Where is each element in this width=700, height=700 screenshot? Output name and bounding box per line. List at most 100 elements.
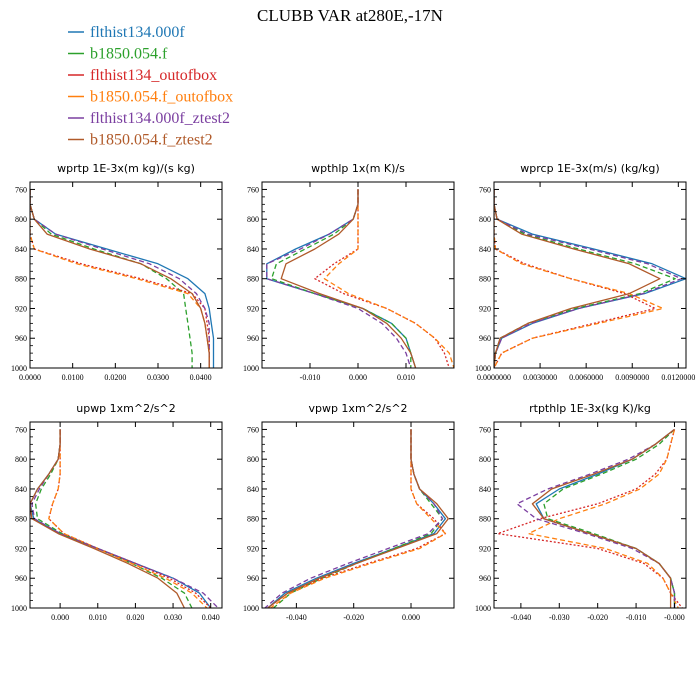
series-line-2 xyxy=(494,189,676,368)
panel-wprtp: wprtp 1E-3x(m kg)/(s kg) 760 800 840 880 920 9… xyxy=(11,162,223,382)
x-tick-label: -0.040 xyxy=(286,613,307,622)
series-line-5 xyxy=(494,189,683,368)
y-tick-label: 960 xyxy=(15,574,27,583)
y-tick-label: 920 xyxy=(479,304,491,313)
series-group xyxy=(494,189,686,368)
y-tick-label: 800 xyxy=(479,215,491,224)
y-tick-label: 760 xyxy=(15,425,27,434)
plot-frame xyxy=(261,421,455,609)
panel-wpthlp: wpthlp 1x(m K)/s 760 800 840 880 920 960 1000 -0… xyxy=(243,162,455,382)
y-tick-label: 1000 xyxy=(11,604,27,613)
series-group xyxy=(264,429,449,608)
legend-entry: b1850.054.f_outofbox xyxy=(68,89,233,106)
legend-entry: b1850.054.f xyxy=(68,46,168,63)
panel-title: wprcp 1E-3x(m/s) (kg/kg) xyxy=(520,162,659,175)
series-line-4 xyxy=(494,189,664,368)
y-tick-label: 920 xyxy=(247,304,259,313)
y-tick-label: 960 xyxy=(479,334,491,343)
y-tick-label: 1000 xyxy=(475,604,491,613)
x-tick-label: 0.0090000 xyxy=(615,373,649,382)
x-tick-label: -0.010 xyxy=(626,613,647,622)
series-line-6 xyxy=(267,429,449,608)
x-tick-label: 0.010 xyxy=(397,373,415,382)
series-line-3 xyxy=(314,189,450,368)
x-tick-label: 0.0030000 xyxy=(523,373,557,382)
series-line-3 xyxy=(30,189,210,368)
y-tick-label: 840 xyxy=(15,245,27,254)
y-tick-label: 920 xyxy=(15,304,27,313)
series-group xyxy=(30,189,215,368)
series-line-2 xyxy=(273,429,444,608)
y-tick-label: 960 xyxy=(479,574,491,583)
x-tick-label: 0.000 xyxy=(51,613,69,622)
series-group xyxy=(266,189,454,368)
series-line-1 xyxy=(267,429,447,608)
panel-vpwp: vpwp 1xm^2/s^2 760 800 840 880 920 960 1000 -0.0… xyxy=(243,402,455,622)
series-line-6 xyxy=(30,429,185,608)
series-line-2 xyxy=(270,189,412,368)
y-tick-label: 840 xyxy=(479,485,491,494)
series-line-3 xyxy=(267,429,447,608)
legend-label: flthist134_outofbox xyxy=(90,67,217,84)
x-tick-label: 0.0100 xyxy=(62,373,84,382)
panels: wprtp 1E-3x(m kg)/(s kg) 760 800 840 880 920 9… xyxy=(11,162,695,622)
legend-label: b1850.054.f_outofbox xyxy=(90,89,233,106)
y-tick-label: 800 xyxy=(15,455,27,464)
y-tick-label: 840 xyxy=(247,245,259,254)
x-tick-label: 0.0300 xyxy=(147,373,169,382)
x-tick-label: 0.030 xyxy=(164,613,182,622)
series-line-4 xyxy=(270,429,447,608)
panel-rtpthlp: rtpthlp 1E-3x(kg K)/kg 760 800 840 880 920 960… xyxy=(475,402,687,622)
y-tick-label: 880 xyxy=(15,275,27,284)
plot-frame xyxy=(493,181,687,369)
x-tick-label: -0.010 xyxy=(300,373,321,382)
x-tick-label: 0.0400 xyxy=(190,373,212,382)
series-line-4 xyxy=(48,429,208,608)
series-group xyxy=(30,429,219,608)
y-tick-label: 800 xyxy=(479,455,491,464)
series-line-2 xyxy=(543,428,676,608)
legend: flthist134.000f b1850.054.f flthist134_out… xyxy=(68,24,233,149)
y-tick-label: 760 xyxy=(479,185,491,194)
y-tick-label: 760 xyxy=(247,185,259,194)
y-tick-label: 840 xyxy=(479,245,491,254)
legend-entry: b1850.054.f_ztest2 xyxy=(68,132,213,149)
y-tick-label: 760 xyxy=(479,425,491,434)
series-line-6 xyxy=(30,189,210,368)
series-line-6 xyxy=(494,189,661,368)
legend-entry: flthist134.000f_ztest2 xyxy=(68,110,230,127)
y-tick-label: 920 xyxy=(479,544,491,553)
y-tick-label: 840 xyxy=(247,485,259,494)
y-tick-label: 760 xyxy=(15,185,27,194)
y-tick-label: 880 xyxy=(479,515,491,524)
x-tick-label: 0.0000 xyxy=(19,373,41,382)
plot-frame xyxy=(493,421,687,609)
x-tick-label: -0.020 xyxy=(343,613,364,622)
x-tick-label: 0.0060000 xyxy=(569,373,603,382)
legend-label: b1850.054.f_ztest2 xyxy=(90,132,213,149)
series-line-5 xyxy=(516,428,676,608)
panel-title: upwp 1xm^2/s^2 xyxy=(76,402,176,415)
series-line-5 xyxy=(264,429,444,608)
y-tick-label: 800 xyxy=(247,215,259,224)
x-tick-label: 0.000 xyxy=(349,373,367,382)
x-tick-label: 0.0200 xyxy=(104,373,126,382)
legend-entry: flthist134_outofbox xyxy=(68,67,217,84)
x-tick-label: 0.020 xyxy=(126,613,144,622)
series-line-4 xyxy=(30,189,210,368)
y-tick-label: 880 xyxy=(247,275,259,284)
y-tick-label: 1000 xyxy=(243,604,259,613)
x-tick-label: -0.000 xyxy=(664,613,685,622)
x-tick-label: -0.030 xyxy=(549,613,570,622)
x-tick-label: -0.020 xyxy=(587,613,608,622)
plot-frame xyxy=(29,181,223,369)
panel-wprcp: wprcp 1E-3x(m/s) (kg/kg) 760 800 840 880 920 9… xyxy=(475,162,695,382)
y-tick-label: 960 xyxy=(15,334,27,343)
y-tick-label: 960 xyxy=(247,334,259,343)
y-tick-label: 920 xyxy=(247,544,259,553)
legend-label: flthist134.000f_ztest2 xyxy=(90,110,230,127)
y-tick-label: 800 xyxy=(247,455,259,464)
panel-title: vpwp 1xm^2/s^2 xyxy=(308,402,407,415)
legend-label: b1850.054.f xyxy=(90,46,168,63)
series-line-2 xyxy=(30,189,193,368)
